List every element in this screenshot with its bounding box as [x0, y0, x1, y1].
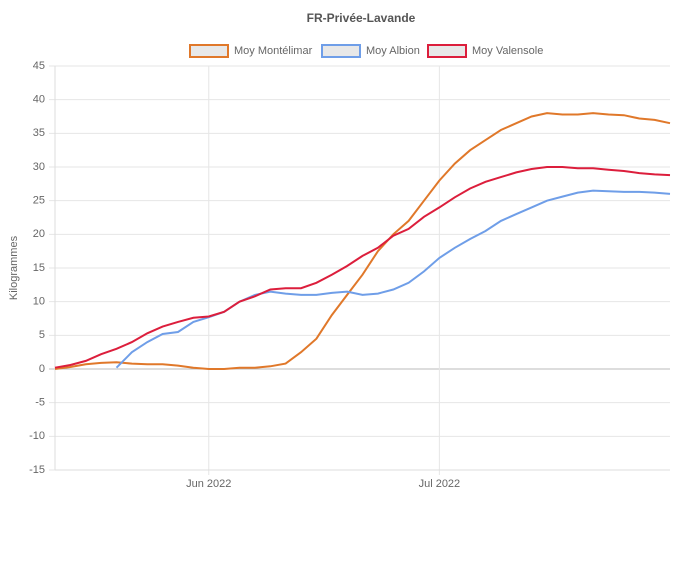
legend-label[interactable]: Moy Valensole [472, 45, 543, 57]
series-line [54, 112, 671, 370]
y-tick-label: 30 [33, 161, 45, 173]
legend-swatch[interactable] [189, 44, 229, 58]
y-tick-label: -5 [35, 397, 45, 409]
legend-swatch[interactable] [321, 44, 361, 58]
y-axis-label: Kilogrammes [8, 235, 20, 300]
y-tick-label: 5 [39, 329, 45, 341]
legend-label[interactable]: Moy Montélimar [234, 45, 313, 57]
y-tick-label: 35 [33, 127, 45, 139]
y-tick-label: 0 [39, 363, 45, 375]
x-tick-label: Jun 2022 [186, 478, 231, 490]
legend-label[interactable]: Moy Albion [366, 45, 420, 57]
chart-title: FR-Privée-Lavande [307, 11, 416, 25]
y-tick-label: 10 [33, 296, 45, 308]
y-tick-label: 40 [33, 94, 45, 106]
series-line [54, 166, 671, 369]
y-tick-label: -15 [29, 464, 45, 476]
y-tick-label: 20 [33, 228, 45, 240]
y-tick-label: 25 [33, 195, 45, 207]
y-tick-label: 45 [33, 60, 45, 72]
series-line [115, 189, 671, 369]
y-tick-label: 15 [33, 262, 45, 274]
y-tick-label: -10 [29, 430, 45, 442]
legend-swatch[interactable] [427, 44, 467, 58]
x-tick-label: Jul 2022 [419, 478, 461, 490]
